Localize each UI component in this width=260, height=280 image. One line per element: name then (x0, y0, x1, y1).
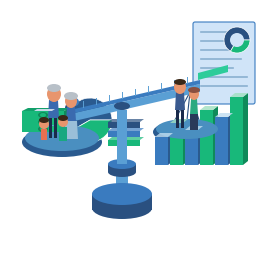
Polygon shape (200, 106, 218, 110)
Ellipse shape (40, 127, 46, 131)
Wedge shape (71, 120, 112, 142)
Polygon shape (108, 119, 144, 122)
Ellipse shape (38, 112, 48, 118)
Ellipse shape (174, 80, 186, 94)
Polygon shape (228, 113, 233, 165)
Polygon shape (108, 140, 140, 146)
Polygon shape (108, 122, 140, 128)
Polygon shape (64, 122, 70, 132)
Ellipse shape (47, 86, 61, 102)
Polygon shape (198, 65, 228, 80)
Polygon shape (243, 93, 248, 165)
Polygon shape (190, 114, 198, 130)
Polygon shape (181, 110, 184, 128)
Polygon shape (22, 115, 70, 118)
Polygon shape (59, 127, 67, 141)
Polygon shape (41, 129, 47, 140)
Polygon shape (183, 119, 188, 165)
Polygon shape (22, 118, 64, 125)
Wedge shape (231, 40, 250, 53)
Ellipse shape (47, 84, 61, 92)
Polygon shape (66, 107, 76, 121)
Ellipse shape (25, 125, 99, 151)
Polygon shape (22, 108, 70, 111)
Wedge shape (224, 27, 250, 51)
Polygon shape (44, 80, 200, 120)
Polygon shape (34, 109, 55, 111)
Ellipse shape (71, 98, 79, 106)
Ellipse shape (108, 159, 136, 169)
Polygon shape (116, 170, 128, 194)
Ellipse shape (114, 102, 130, 110)
Polygon shape (176, 110, 179, 128)
Ellipse shape (58, 117, 68, 127)
Polygon shape (155, 137, 168, 165)
Ellipse shape (64, 92, 78, 100)
Polygon shape (215, 113, 233, 117)
Ellipse shape (38, 126, 48, 132)
Ellipse shape (189, 88, 199, 100)
Polygon shape (170, 119, 188, 123)
Polygon shape (155, 133, 173, 137)
Polygon shape (108, 137, 144, 140)
Ellipse shape (22, 127, 102, 157)
Ellipse shape (153, 120, 221, 144)
Polygon shape (215, 117, 228, 165)
Polygon shape (190, 99, 198, 114)
Polygon shape (64, 108, 70, 118)
Ellipse shape (92, 183, 152, 205)
Ellipse shape (188, 87, 200, 93)
Polygon shape (22, 111, 64, 118)
Ellipse shape (108, 167, 136, 177)
Ellipse shape (156, 119, 218, 139)
Polygon shape (64, 121, 78, 139)
Wedge shape (68, 98, 112, 131)
Polygon shape (64, 115, 70, 125)
Polygon shape (22, 125, 64, 132)
Polygon shape (200, 110, 213, 165)
Polygon shape (48, 100, 59, 118)
Polygon shape (108, 131, 140, 137)
Polygon shape (185, 130, 198, 165)
Ellipse shape (65, 94, 77, 108)
Polygon shape (22, 122, 70, 125)
Ellipse shape (39, 119, 49, 129)
Polygon shape (230, 93, 248, 97)
Polygon shape (230, 97, 243, 165)
Ellipse shape (40, 120, 46, 124)
Polygon shape (49, 118, 52, 138)
Ellipse shape (92, 197, 152, 219)
Polygon shape (117, 110, 127, 164)
Polygon shape (44, 84, 200, 128)
Polygon shape (168, 133, 173, 165)
Ellipse shape (40, 113, 46, 117)
Polygon shape (108, 128, 144, 131)
Ellipse shape (38, 119, 48, 125)
Polygon shape (92, 194, 152, 210)
Polygon shape (108, 164, 136, 172)
Polygon shape (198, 126, 203, 165)
Polygon shape (54, 118, 57, 138)
Ellipse shape (174, 79, 186, 85)
Ellipse shape (230, 33, 244, 47)
Polygon shape (185, 126, 203, 130)
Ellipse shape (65, 103, 75, 113)
Polygon shape (213, 106, 218, 165)
Ellipse shape (39, 117, 49, 123)
Ellipse shape (58, 115, 68, 121)
Polygon shape (175, 92, 185, 110)
Polygon shape (170, 123, 183, 165)
FancyBboxPatch shape (193, 22, 255, 104)
